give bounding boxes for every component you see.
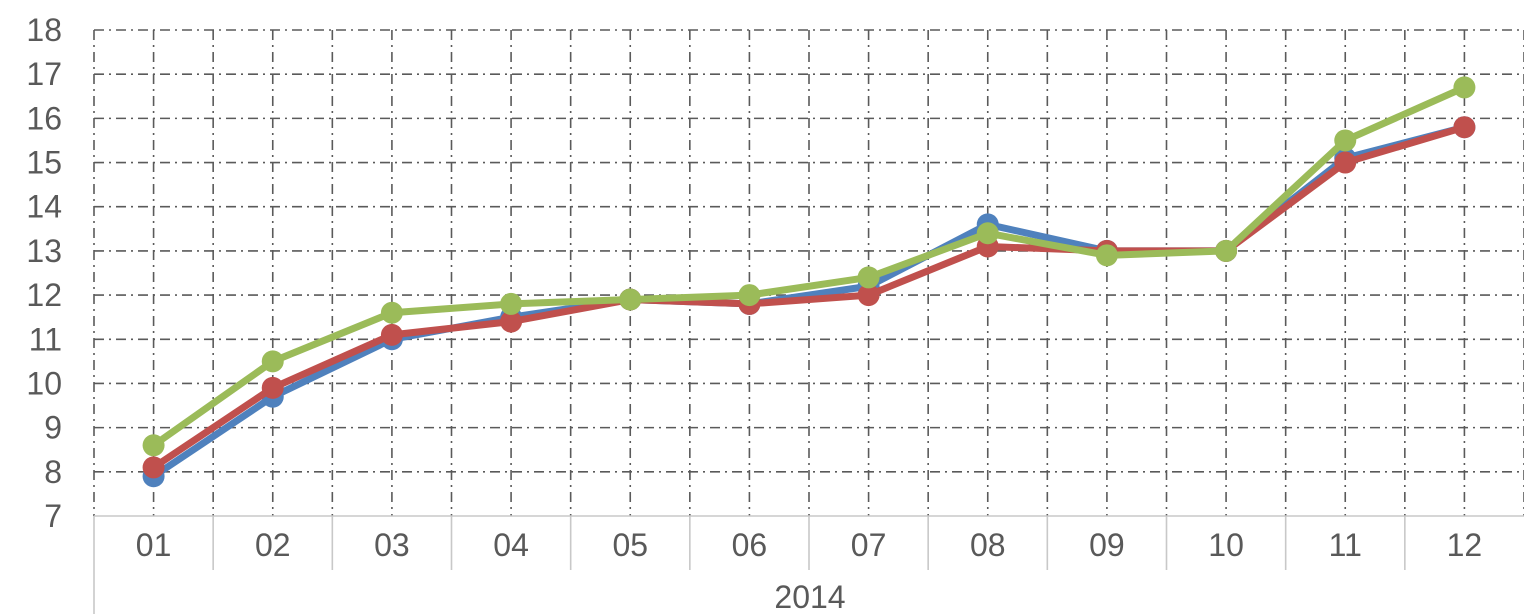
x-axis-group-label: 2014 <box>774 579 845 614</box>
data-point <box>619 288 642 311</box>
x-tick-label: 03 <box>374 527 410 563</box>
x-tick-label: 08 <box>970 527 1006 563</box>
data-point <box>500 292 523 315</box>
y-tick-label: 12 <box>26 277 62 313</box>
y-tick-label: 10 <box>26 365 62 401</box>
data-point <box>976 222 999 245</box>
series-line <box>150 83 1468 449</box>
y-tick-label: 11 <box>29 321 62 357</box>
x-tick-label: 07 <box>851 527 887 563</box>
data-point <box>380 301 403 324</box>
grid <box>93 29 1524 516</box>
data-point <box>142 434 165 457</box>
x-axis <box>93 515 1524 614</box>
x-tick-label: 02 <box>255 527 291 563</box>
y-tick-label: 13 <box>26 233 62 269</box>
series-layer <box>142 76 1476 488</box>
data-point <box>1334 129 1357 152</box>
series-3 <box>142 76 1476 457</box>
y-tick-label: 16 <box>26 100 62 136</box>
data-point <box>1453 116 1476 139</box>
data-point <box>1215 239 1238 262</box>
x-tick-label: 04 <box>493 527 529 563</box>
data-point <box>261 376 284 399</box>
data-point <box>261 350 284 373</box>
x-tick-label: 12 <box>1447 527 1483 563</box>
data-point <box>857 284 880 307</box>
y-tick-label: 18 <box>26 12 62 48</box>
data-point <box>1334 151 1357 174</box>
y-tick-label: 14 <box>26 189 62 225</box>
x-tick-label: 09 <box>1089 527 1125 563</box>
x-tick-label: 05 <box>612 527 648 563</box>
y-tick-label: 8 <box>44 454 62 490</box>
x-tick-label: 06 <box>732 527 768 563</box>
data-point <box>1453 76 1476 99</box>
y-tick-label: 9 <box>44 410 62 446</box>
x-tick-label: 11 <box>1329 527 1362 563</box>
data-point <box>500 310 523 333</box>
y-tick-label: 17 <box>26 56 62 92</box>
y-axis-tick-labels: 7 8 9 10 11 12 13 14 15 16 17 18 <box>26 12 62 534</box>
data-point <box>857 266 880 289</box>
data-point <box>380 323 403 346</box>
data-point <box>1095 244 1118 267</box>
x-axis-tick-labels: 01 02 03 04 05 06 07 08 09 10 11 12 <box>136 527 1482 563</box>
x-tick-label: 01 <box>136 527 172 563</box>
data-point <box>142 456 165 479</box>
y-tick-label: 15 <box>26 145 62 181</box>
x-tick-label: 10 <box>1208 527 1244 563</box>
data-point <box>738 284 761 307</box>
y-tick-label: 7 <box>44 498 62 534</box>
